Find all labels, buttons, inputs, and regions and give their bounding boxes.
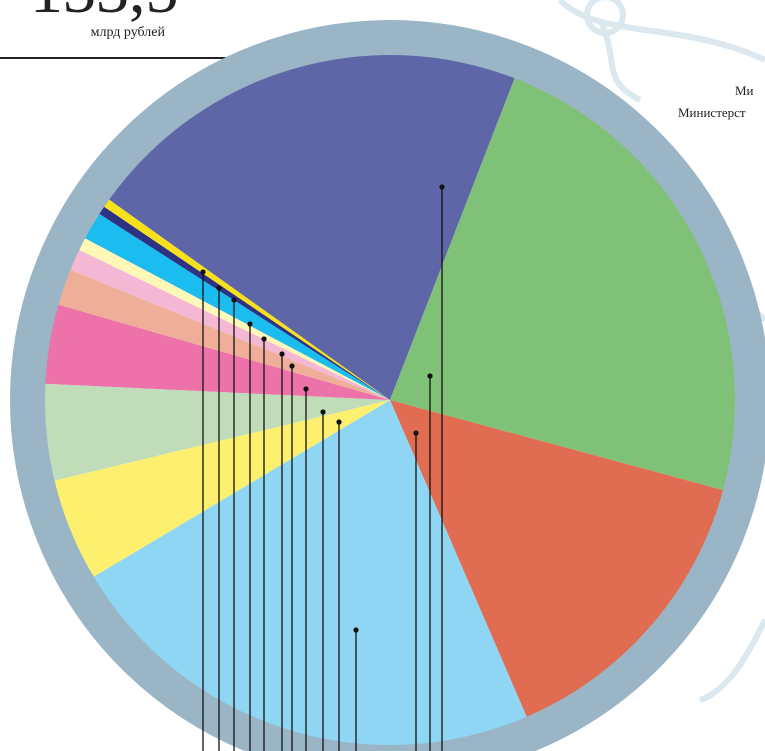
leader-dot <box>439 184 444 189</box>
leader-dot <box>261 336 266 341</box>
leader-dot <box>303 386 308 391</box>
pie <box>45 55 735 745</box>
leader-dot <box>289 363 294 368</box>
leader-dot <box>413 430 418 435</box>
leader-dot <box>231 297 236 302</box>
total-unit: млрд рублей <box>91 25 166 40</box>
leader-dot <box>216 285 221 290</box>
side-label: Министерст <box>678 105 746 120</box>
leader-dot <box>320 409 325 414</box>
leader-dot <box>336 419 341 424</box>
leader-dot <box>279 351 284 356</box>
leader-dot <box>247 321 252 326</box>
leader-dot <box>200 269 205 274</box>
side-label: Ми <box>735 83 754 98</box>
leader-dot <box>353 627 358 632</box>
total-value: 133,5 <box>30 0 179 27</box>
leader-dot <box>427 373 432 378</box>
infographic: 133,5 млрд рублей Ми Министерст <box>0 0 765 751</box>
